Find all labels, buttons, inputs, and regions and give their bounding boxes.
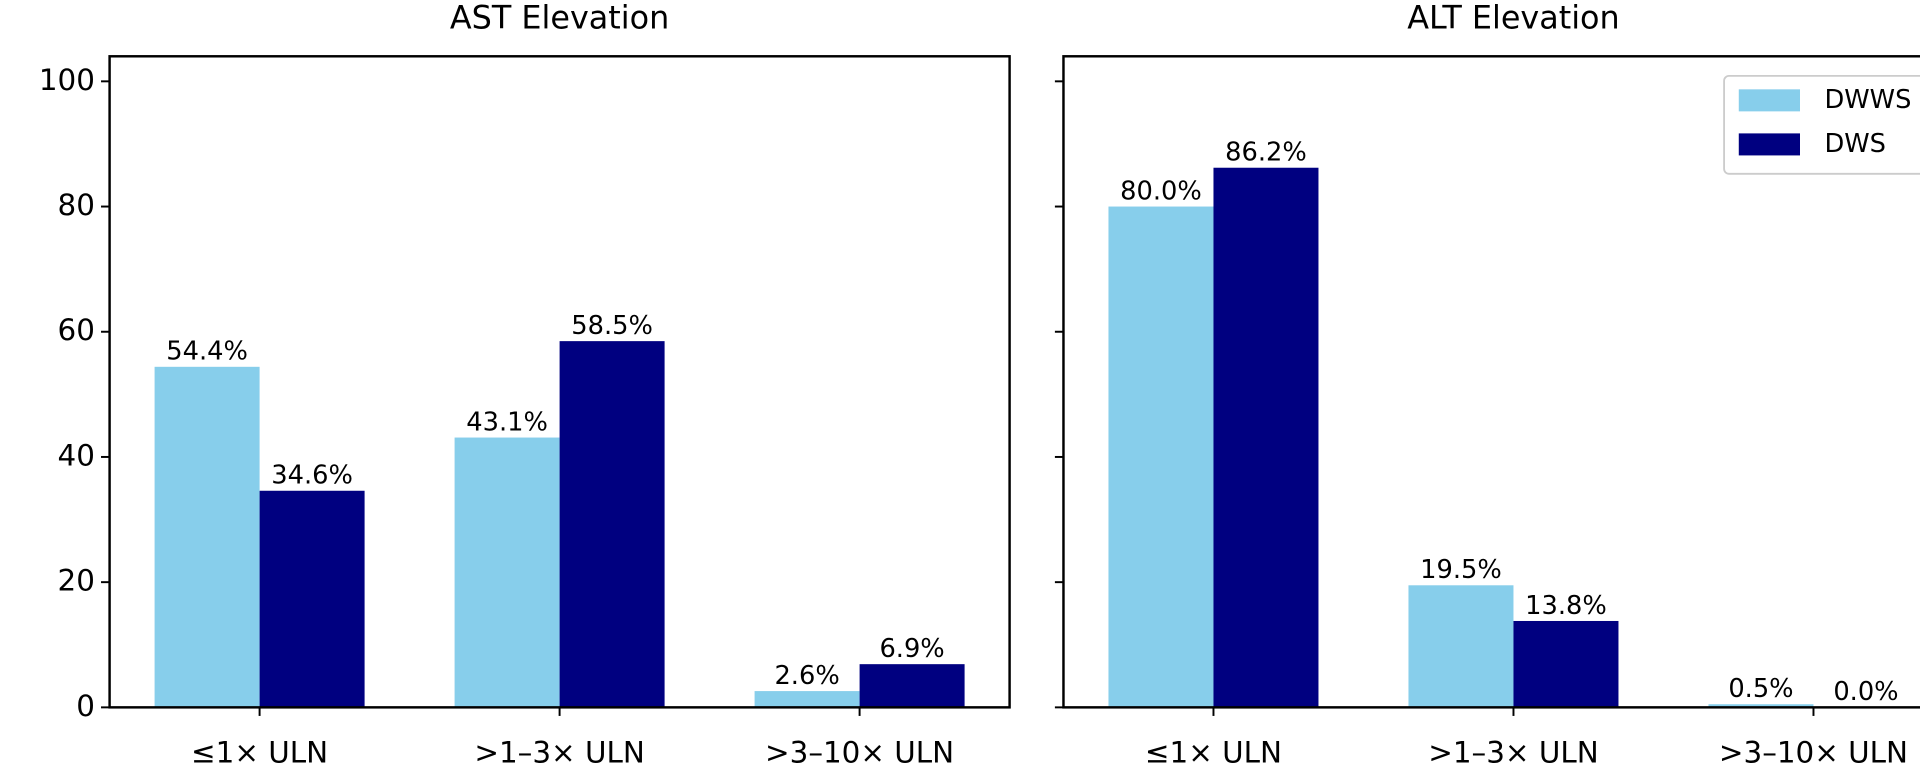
bar [1708,704,1814,708]
chart-title: AST Elevation [450,0,669,37]
value-label: 19.5% [1420,555,1502,585]
value-label: 34.6% [271,461,353,491]
x-tick-label: >1–3× ULN [474,735,644,769]
legend-label: DWWS [1824,85,1911,115]
bar [1513,620,1619,708]
x-tick-label: >1–3× ULN [1428,735,1598,769]
value-label: 43.1% [466,407,548,437]
x-tick-label: >3–10× ULN [765,735,954,769]
y-tick-label: 40 [58,438,95,472]
value-label: 13.8% [1525,591,1607,621]
legend-swatch [1738,133,1800,156]
value-label: 80.0% [1120,176,1202,206]
y-tick-label: 80 [58,188,95,222]
value-label: 0.0% [1833,677,1898,707]
axes-frame [1062,55,1920,709]
y-tick-label: 0 [76,689,95,723]
axes-frame [108,55,1011,709]
legend-swatch [1738,89,1800,112]
bar [1408,585,1514,708]
bar [754,691,860,708]
y-tick-label: 60 [58,313,95,347]
value-label: 58.5% [571,311,653,341]
bar [1108,206,1214,708]
x-tick-label: ≤1× ULN [1145,735,1282,769]
bar [154,366,260,708]
bar [1213,167,1319,708]
bar [859,664,965,708]
y-tick-label: 100 [39,63,95,97]
bar [259,490,365,708]
x-tick-label: ≤1× ULN [191,735,328,769]
chart-title: ALT Elevation [1407,0,1619,37]
value-label: 6.9% [879,634,944,664]
legend-label: DWS [1824,129,1886,159]
bar [559,341,665,708]
value-label: 54.4% [166,337,248,367]
bar [454,437,560,708]
value-label: 0.5% [1728,674,1793,704]
value-label: 2.6% [774,661,839,691]
x-tick-label: >3–10× ULN [1719,735,1908,769]
value-label: 86.2% [1225,138,1307,168]
y-tick-label: 20 [58,564,95,598]
